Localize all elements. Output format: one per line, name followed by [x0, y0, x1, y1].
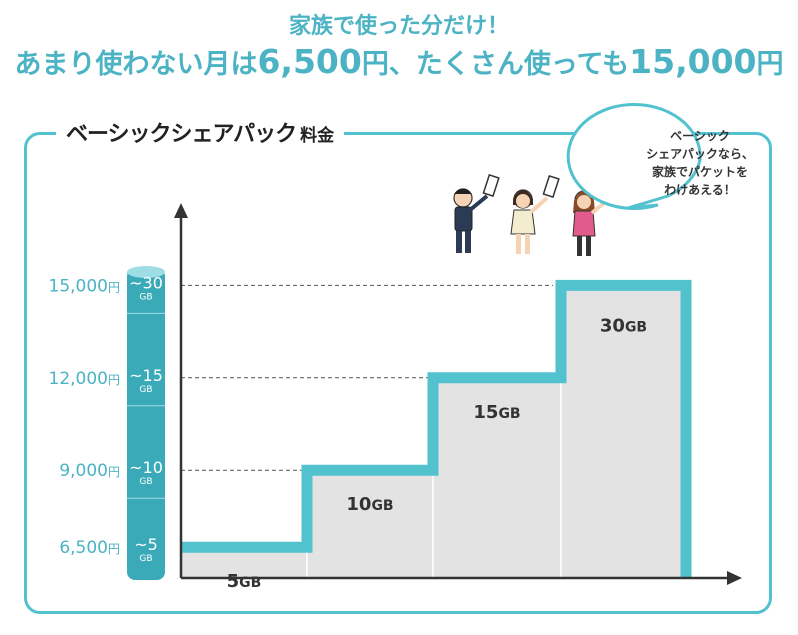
- bubble-line: わけあえる！: [664, 183, 736, 197]
- speech-bubble: ベーシックシェアパックなら、家族でパケットをわけあえる！: [566, 103, 754, 210]
- price-label: 15,000円: [49, 276, 121, 296]
- gb-tube-cap: [127, 266, 165, 278]
- bar-label-unit: GB: [239, 575, 261, 591]
- price-label: 12,000円: [49, 369, 121, 389]
- headline-price-low: 6,500: [257, 42, 362, 81]
- father-figure: [453, 173, 500, 253]
- bars: [180, 284, 687, 579]
- bar-label-unit: GB: [498, 406, 520, 422]
- headline-line2: あまり使わない月は6,500円、たくさん使っても15,000円: [0, 42, 798, 81]
- price-label: 6,500円: [59, 538, 120, 558]
- bar-label-num: 10: [346, 494, 371, 515]
- bar-label-num: 5: [227, 571, 240, 592]
- bubble-line: シェアパックなら、: [646, 147, 754, 161]
- bar: [560, 284, 687, 579]
- bar-label: 15GB: [473, 402, 520, 423]
- bar-label-num: 15: [473, 402, 498, 423]
- bar-label-num: 30: [600, 315, 625, 336]
- price-label-unit: 円: [108, 465, 120, 479]
- price-label-unit: 円: [108, 280, 120, 294]
- tube-gb-label: ~30: [129, 273, 163, 292]
- family-illustration: [453, 173, 623, 256]
- bar-label-unit: GB: [625, 319, 647, 335]
- price-label-num: 12,000: [49, 369, 108, 389]
- headline-text-e: 円: [756, 49, 784, 80]
- bar: [306, 469, 434, 579]
- headline-line1: 家族で使った分だけ！: [288, 14, 509, 39]
- price-label: 9,000円: [59, 461, 120, 481]
- headline-price-high: 15,000: [629, 42, 757, 81]
- frame-title-main: ベーシックシェアパック: [66, 122, 297, 147]
- bar-label: 10GB: [346, 494, 393, 515]
- price-label-unit: 円: [108, 373, 120, 387]
- tube-gb-unit: GB: [139, 292, 152, 302]
- price-label-unit: 円: [108, 542, 120, 556]
- price-label-num: 9,000: [59, 461, 108, 481]
- tube-gb-label: ~15: [129, 366, 163, 385]
- price-label-num: 6,500: [59, 538, 108, 558]
- bar-label: 30GB: [600, 315, 647, 336]
- headline-text-c: 円、たくさん使っても: [361, 49, 630, 80]
- bar-label: 5GB: [227, 571, 262, 592]
- frame-title: ベーシックシェアパック 料金: [56, 116, 345, 148]
- tube-gb-label: ~5: [134, 535, 158, 554]
- price-step-line: [181, 279, 692, 578]
- chart-frame: [24, 132, 772, 614]
- tube-gb-unit: GB: [139, 554, 152, 564]
- tube-gb-unit: GB: [139, 385, 152, 395]
- tube-gb-unit: GB: [139, 477, 152, 487]
- bubble-line: 家族でパケットを: [652, 164, 748, 179]
- speech-bubble-text: ベーシックシェアパックなら、家族でパケットをわけあえる！: [646, 129, 754, 197]
- tube-gb-label: ~10: [129, 458, 163, 477]
- x-axis-arrow: [727, 571, 742, 585]
- price-label-num: 15,000: [49, 276, 108, 296]
- mother-figure: [510, 174, 560, 254]
- y-axis-arrow: [174, 203, 188, 218]
- frame-title-sub: 料金: [300, 126, 335, 146]
- axes: [174, 203, 742, 585]
- headline-text-a: あまり使わない月は: [14, 49, 258, 80]
- gb-tube-body: [127, 268, 165, 580]
- bar-label-unit: GB: [371, 498, 393, 514]
- gb-tube: [127, 266, 165, 580]
- bubble-line: ベーシック: [670, 129, 730, 143]
